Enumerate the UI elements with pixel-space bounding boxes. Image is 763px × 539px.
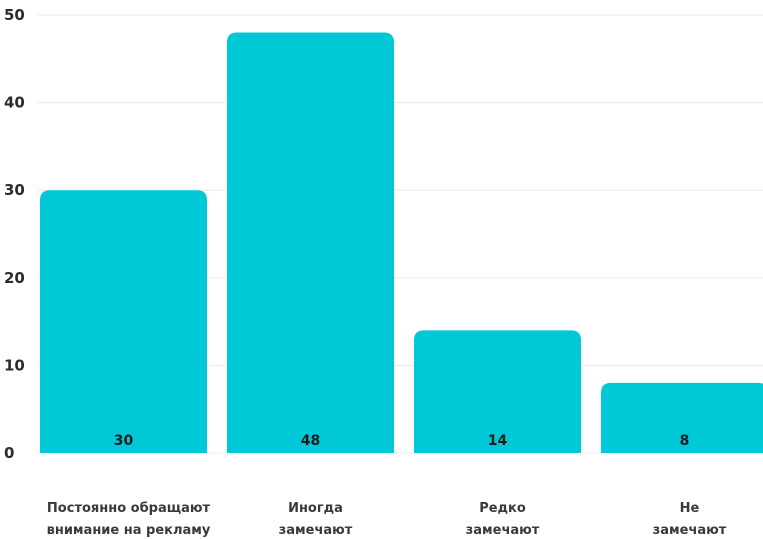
bar-value-label: 14 bbox=[488, 433, 508, 449]
bar bbox=[227, 32, 394, 454]
y-tick-label: 40 bbox=[4, 94, 25, 112]
x-axis-labels: Постоянно обращают внимание на рекламу Ино… bbox=[47, 501, 727, 538]
x-category-label: замечают bbox=[279, 523, 353, 538]
y-tick-label: 10 bbox=[4, 356, 25, 374]
y-tick-label: 20 bbox=[4, 269, 25, 287]
bar-value-label: 30 bbox=[114, 433, 134, 449]
bar bbox=[414, 330, 581, 453]
x-category-label: Иногда bbox=[288, 501, 343, 516]
x-category-label: Постоянно обращают bbox=[47, 501, 211, 516]
x-category-label: внимание на рекламу bbox=[47, 523, 211, 538]
bar-value-label: 8 bbox=[680, 433, 690, 449]
bars: 30 48 14 8 bbox=[40, 32, 763, 454]
bar bbox=[601, 382, 763, 453]
y-tick-label: 50 bbox=[4, 6, 25, 24]
y-tick-label: 30 bbox=[4, 181, 25, 199]
x-category-label: Редко bbox=[479, 501, 526, 516]
x-category-label: замечают bbox=[466, 523, 540, 538]
bar bbox=[40, 190, 207, 453]
x-category-label: Не bbox=[680, 501, 700, 516]
y-axis: 0 10 20 30 40 50 bbox=[4, 6, 25, 462]
x-category-label: замечают bbox=[653, 523, 727, 538]
y-tick-label: 0 bbox=[4, 444, 14, 462]
bar-value-label: 48 bbox=[301, 433, 320, 449]
